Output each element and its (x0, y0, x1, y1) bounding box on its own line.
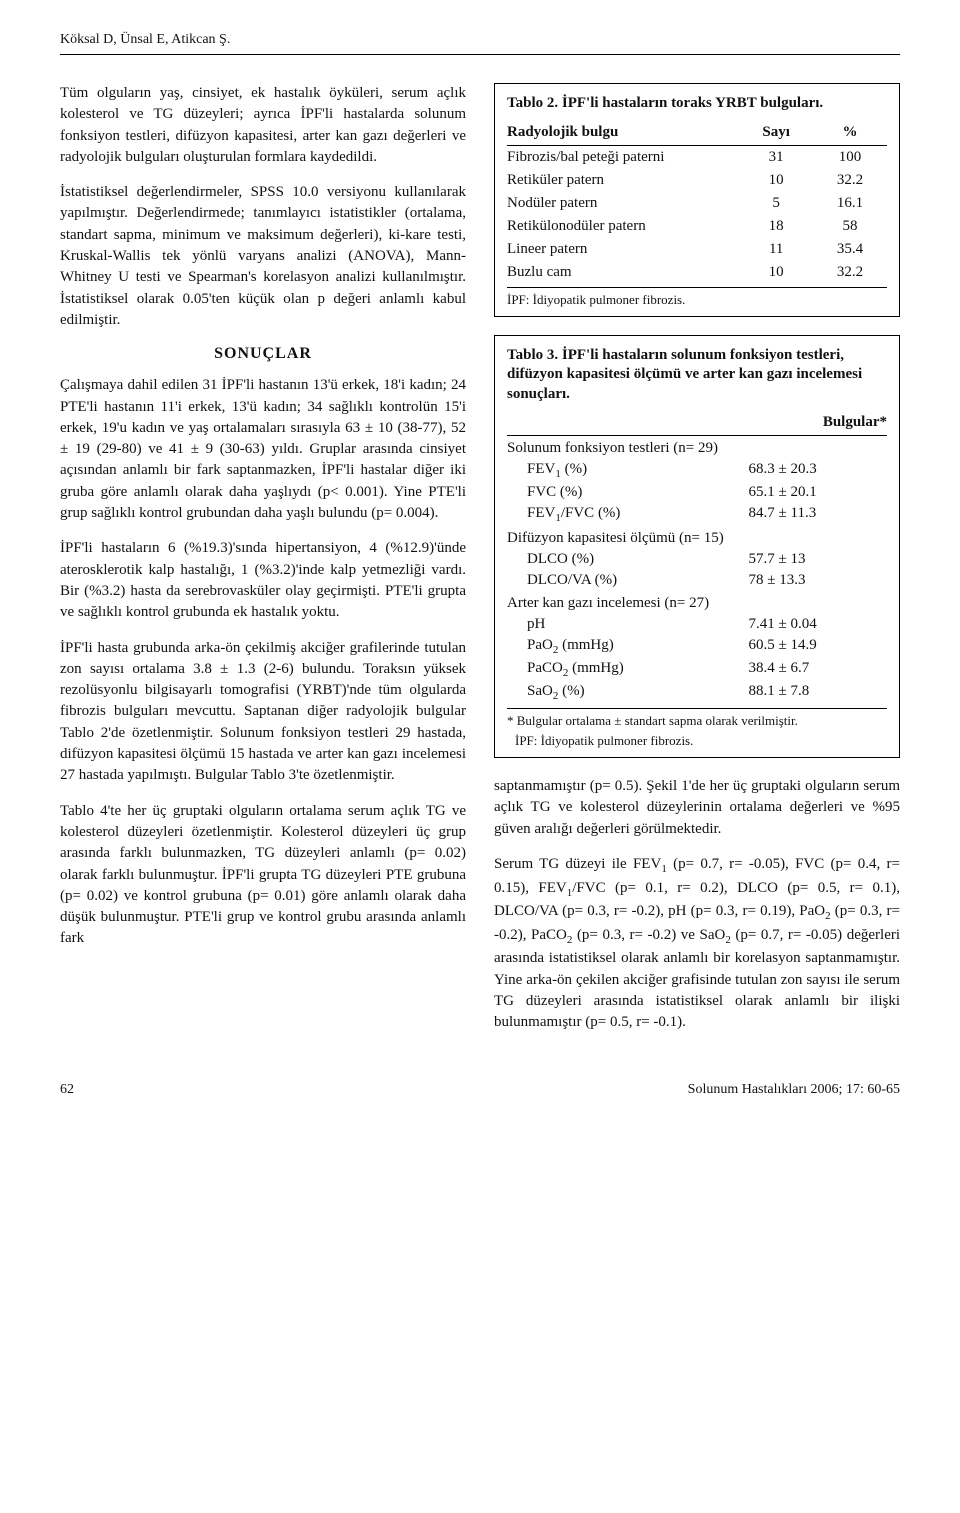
table-row: FEV1 (%)68.3 ± 20.3 (507, 459, 887, 482)
para-right-2: Serum TG düzeyi ile FEV1 (p= 0.7, r= -0.… (494, 854, 900, 1034)
table-head-cell: Radyolojik bulgu (507, 124, 739, 141)
table-cell: 5 (739, 195, 813, 212)
table-row: DLCO (%)57.7 ± 13 (507, 549, 887, 570)
table-cell: 35.4 (813, 241, 887, 258)
table-cell: Retikülonodüler patern (507, 218, 739, 235)
table-head-cell: % (813, 124, 887, 141)
table-cell: SaO2 (%) (507, 683, 749, 702)
left-column: Tüm olguların yaş, cinsiyet, ek hastalık… (60, 83, 466, 1048)
table-cell: 60.5 ± 14.9 (749, 637, 887, 656)
table-row: Fibrozis/bal peteği paterni31100 (507, 146, 887, 169)
table-cell: 88.1 ± 7.8 (749, 683, 887, 702)
table-2-head: Radyolojik bulgu Sayı % (507, 120, 887, 146)
table-cell: 18 (739, 218, 813, 235)
page-footer: 62 Solunum Hastalıkları 2006; 17: 60-65 (60, 1082, 900, 1098)
table-cell: 10 (739, 264, 813, 281)
header-rule (60, 54, 900, 55)
table-cell: 31 (739, 149, 813, 166)
table-3: Tablo 3. İPF'li hastaların solunum fonks… (494, 335, 900, 759)
table-cell: 10 (739, 172, 813, 189)
table-3-title: Tablo 3. İPF'li hastaların solunum fonks… (507, 346, 887, 405)
table-cell: FEV1/FVC (%) (507, 505, 749, 524)
table-row: PaCO2 (mmHg)38.4 ± 6.7 (507, 658, 887, 681)
table-2-footnote: İPF: İdiyopatik pulmoner fibrozis. (507, 288, 887, 308)
table-3-footnote-2: İPF: İdiyopatik pulmoner fibrozis. (507, 729, 887, 749)
table-group-label: Solunum fonksiyon testleri (n= 29) (507, 436, 887, 459)
para-results-1: Çalışmaya dahil edilen 31 İPF'li hastanı… (60, 375, 466, 524)
table-cell: DLCO/VA (%) (507, 572, 749, 589)
table-2-title: Tablo 2. İPF'li hastaların toraks YRBT b… (507, 94, 887, 114)
table-row: Buzlu cam1032.2 (507, 261, 887, 288)
table-cell: Nodüler patern (507, 195, 739, 212)
table-cell: 58 (813, 218, 887, 235)
table-3-head: Bulgular* (507, 410, 887, 436)
table-cell: Retiküler patern (507, 172, 739, 189)
para-results-3: İPF'li hasta grubunda arka-ön çekilmiş a… (60, 638, 466, 787)
table-cell: 32.2 (813, 264, 887, 281)
page: Köksal D, Ünsal E, Atikcan Ş. Tüm olgula… (0, 0, 960, 1122)
table-row: Nodüler patern516.1 (507, 192, 887, 215)
columns: Tüm olguların yaş, cinsiyet, ek hastalık… (60, 83, 900, 1048)
table-cell: FVC (%) (507, 484, 749, 501)
table-row: FEV1/FVC (%)84.7 ± 11.3 (507, 503, 887, 526)
journal-ref: Solunum Hastalıkları 2006; 17: 60-65 (688, 1082, 900, 1098)
table-row: Retiküler patern1032.2 (507, 169, 887, 192)
table-cell: 84.7 ± 11.3 (749, 505, 887, 524)
section-title-results: SONUÇLAR (60, 345, 466, 363)
table-cell: pH (507, 616, 749, 633)
page-number: 62 (60, 1082, 74, 1098)
table-cell: 16.1 (813, 195, 887, 212)
table-cell: 11 (739, 241, 813, 258)
table-cell: Fibrozis/bal peteği paterni (507, 149, 739, 166)
right-column: Tablo 2. İPF'li hastaların toraks YRBT b… (494, 83, 900, 1048)
para-results-2: İPF'li hastaların 6 (%19.3)'sında hipert… (60, 538, 466, 623)
table-cell: DLCO (%) (507, 551, 749, 568)
table-cell: Lineer patern (507, 241, 739, 258)
table-cell: 68.3 ± 20.3 (749, 461, 887, 480)
table-group-label: Difüzyon kapasitesi ölçümü (n= 15) (507, 526, 887, 549)
table-cell: PaCO2 (mmHg) (507, 660, 749, 679)
table-row: pH7.41 ± 0.04 (507, 614, 887, 635)
table-head-cell: Sayı (739, 124, 813, 141)
para-methods-1: Tüm olguların yaş, cinsiyet, ek hastalık… (60, 83, 466, 168)
table-row: Lineer patern1135.4 (507, 238, 887, 261)
table-row: Retikülonodüler patern1858 (507, 215, 887, 238)
para-right-1: saptanmamıştır (p= 0.5). Şekil 1'de her … (494, 776, 900, 840)
table-cell: 7.41 ± 0.04 (749, 616, 887, 633)
table-3-footnote-1: * Bulgular ortalama ± standart sapma ola… (507, 709, 887, 729)
table-group-label: Arter kan gazı incelemesi (n= 27) (507, 591, 887, 614)
para-methods-2: İstatistiksel değerlendirmeler, SPSS 10.… (60, 182, 466, 331)
table-cell: 78 ± 13.3 (749, 572, 887, 589)
table-cell: FEV1 (%) (507, 461, 749, 480)
table-cell: PaO2 (mmHg) (507, 637, 749, 656)
table-cell: 57.7 ± 13 (749, 551, 887, 568)
table-cell: 65.1 ± 20.1 (749, 484, 887, 501)
table-cell: 100 (813, 149, 887, 166)
table-cell: Buzlu cam (507, 264, 739, 281)
table-row: PaO2 (mmHg)60.5 ± 14.9 (507, 635, 887, 658)
table-row: SaO2 (%)88.1 ± 7.8 (507, 681, 887, 709)
table-cell: 32.2 (813, 172, 887, 189)
table-cell: 38.4 ± 6.7 (749, 660, 887, 679)
table-row: FVC (%)65.1 ± 20.1 (507, 482, 887, 503)
para-results-4: Tablo 4'te her üç gruptaki olguların ort… (60, 801, 466, 950)
right-body-text: saptanmamıştır (p= 0.5). Şekil 1'de her … (494, 776, 900, 1034)
table-row: DLCO/VA (%)78 ± 13.3 (507, 570, 887, 591)
header-authors: Köksal D, Ünsal E, Atikcan Ş. (60, 32, 900, 48)
table-2: Tablo 2. İPF'li hastaların toraks YRBT b… (494, 83, 900, 317)
